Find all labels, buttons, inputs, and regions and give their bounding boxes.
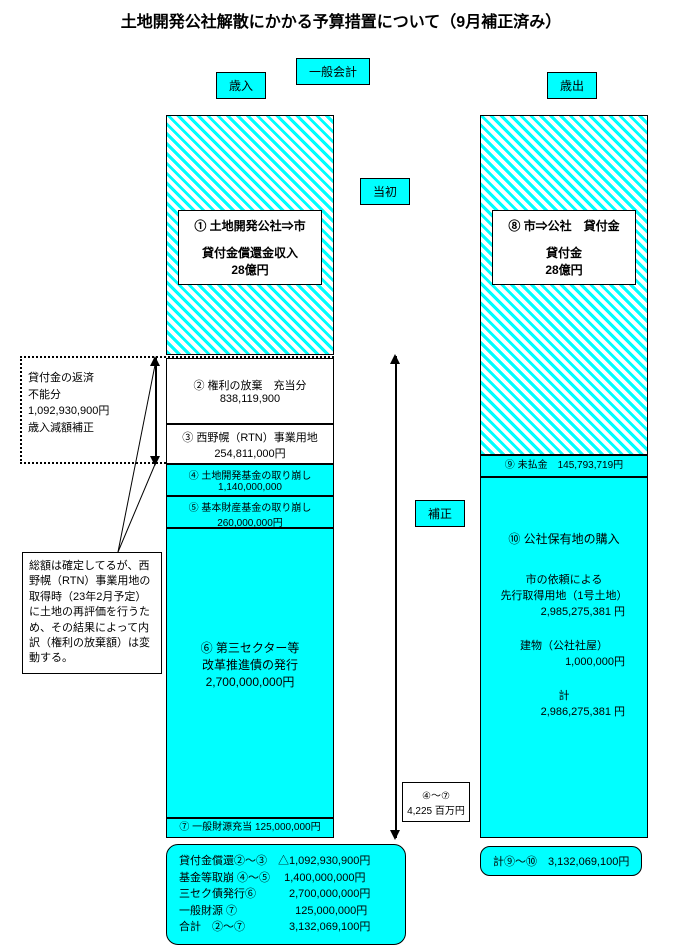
label-general-account: 一般会計 bbox=[296, 58, 370, 85]
sum-l1: 貸付金償還②～③ △1,092,930,900円 bbox=[179, 853, 393, 870]
exp-10-l2: 先行取得用地（1号土地） bbox=[487, 587, 641, 603]
note-mid-range: ④～⑦ 4,225 百万円 bbox=[402, 782, 470, 822]
rev-box-1-inner: ① 土地開発公社⇒市 貸付金償還金収入 28億円 bbox=[178, 210, 322, 285]
exp-box-8-outer bbox=[480, 115, 648, 455]
rev-box-6: ⑥ 第三セクター等 改革推進債の発行 2,700,000,000円 bbox=[166, 528, 334, 818]
exp-10-l4: 計 bbox=[487, 687, 641, 703]
sum-l4: 一般財源 ⑦ 125,000,000円 bbox=[179, 903, 393, 920]
rev-box-2: ② 権利の放棄 充当分 838,119,900 bbox=[166, 358, 334, 424]
sum-l5: 合計 ②～⑦ 3,132,069,100円 bbox=[179, 919, 393, 936]
summary-box: 貸付金償還②～③ △1,092,930,900円 基金等取崩 ④～⑤ 1,400… bbox=[166, 844, 406, 945]
exp-box-10: ⑩ 公社保有地の購入 市の依頼による 先行取得用地（1号土地） 2,985,27… bbox=[480, 477, 648, 838]
arrow-left-small-up bbox=[150, 356, 160, 366]
footer-total: 計⑨～⑩ 3,132,069,100円 bbox=[480, 846, 642, 876]
arrow-left-small bbox=[155, 358, 157, 464]
label-expense: 歳出 bbox=[547, 72, 597, 99]
exp-10-l1: 市の依頼による bbox=[487, 571, 641, 587]
exp-box-8-title: ⑧ 市⇒公社 貸付金 bbox=[495, 217, 633, 234]
arrow-range-big-dn bbox=[390, 830, 400, 840]
note-left-1: 貸付金の返済 不能分 1,092,930,900円 歳入減額補正 bbox=[28, 370, 138, 436]
rev-box-7: ⑦ 一般財源充当 125,000,000円 bbox=[166, 818, 334, 838]
rev-box-3: ③ 西野幌（RTN）事業用地 254,811,000円 bbox=[166, 424, 334, 464]
exp-10-v3: 2,986,275,381 円 bbox=[487, 703, 641, 719]
arrow-range-big-up bbox=[390, 354, 400, 364]
rev-box-5: ⑤ 基本財産基金の取り崩し 260,000,000円 bbox=[166, 496, 334, 528]
exp-box-8-inner: ⑧ 市⇒公社 貸付金 貸付金 28億円 bbox=[492, 210, 636, 285]
exp-box-9: ⑨ 未払金 145,793,719円 bbox=[480, 455, 648, 477]
arrow-left-small-dn bbox=[150, 456, 160, 466]
exp-10-v2: 1,000,000円 bbox=[487, 653, 641, 669]
rev-box-1-title: ① 土地開発公社⇒市 bbox=[181, 217, 319, 234]
exp-box-10-title: ⑩ 公社保有地の購入 bbox=[487, 530, 641, 547]
sum-l3: 三セク債発行⑥ 2,700,000,000円 bbox=[179, 886, 393, 903]
rev-box-4: ④ 土地開発基金の取り崩し 1,140,000,000 bbox=[166, 464, 334, 496]
exp-10-v1: 2,985,275,381 円 bbox=[487, 603, 641, 619]
exp-10-l3: 建物（公社社屋） bbox=[487, 637, 641, 653]
note-left-2: 総額は確定してるが、西野幌（RTN）事業用地の取得時（23年2月予定）に土地の再… bbox=[22, 552, 162, 674]
label-revised: 補正 bbox=[415, 500, 465, 527]
label-initial: 当初 bbox=[360, 178, 410, 205]
exp-box-8-sub: 貸付金 28億円 bbox=[495, 244, 633, 278]
sum-l2: 基金等取崩 ④～⑤ 1,400,000,000円 bbox=[179, 870, 393, 887]
page-title: 土地開発公社解散にかかる予算措置について（9月補正済み） bbox=[0, 0, 682, 32]
label-revenue: 歳入 bbox=[216, 72, 266, 99]
arrow-range-big bbox=[395, 356, 397, 838]
rev-box-1-sub: 貸付金償還金収入 28億円 bbox=[181, 244, 319, 278]
